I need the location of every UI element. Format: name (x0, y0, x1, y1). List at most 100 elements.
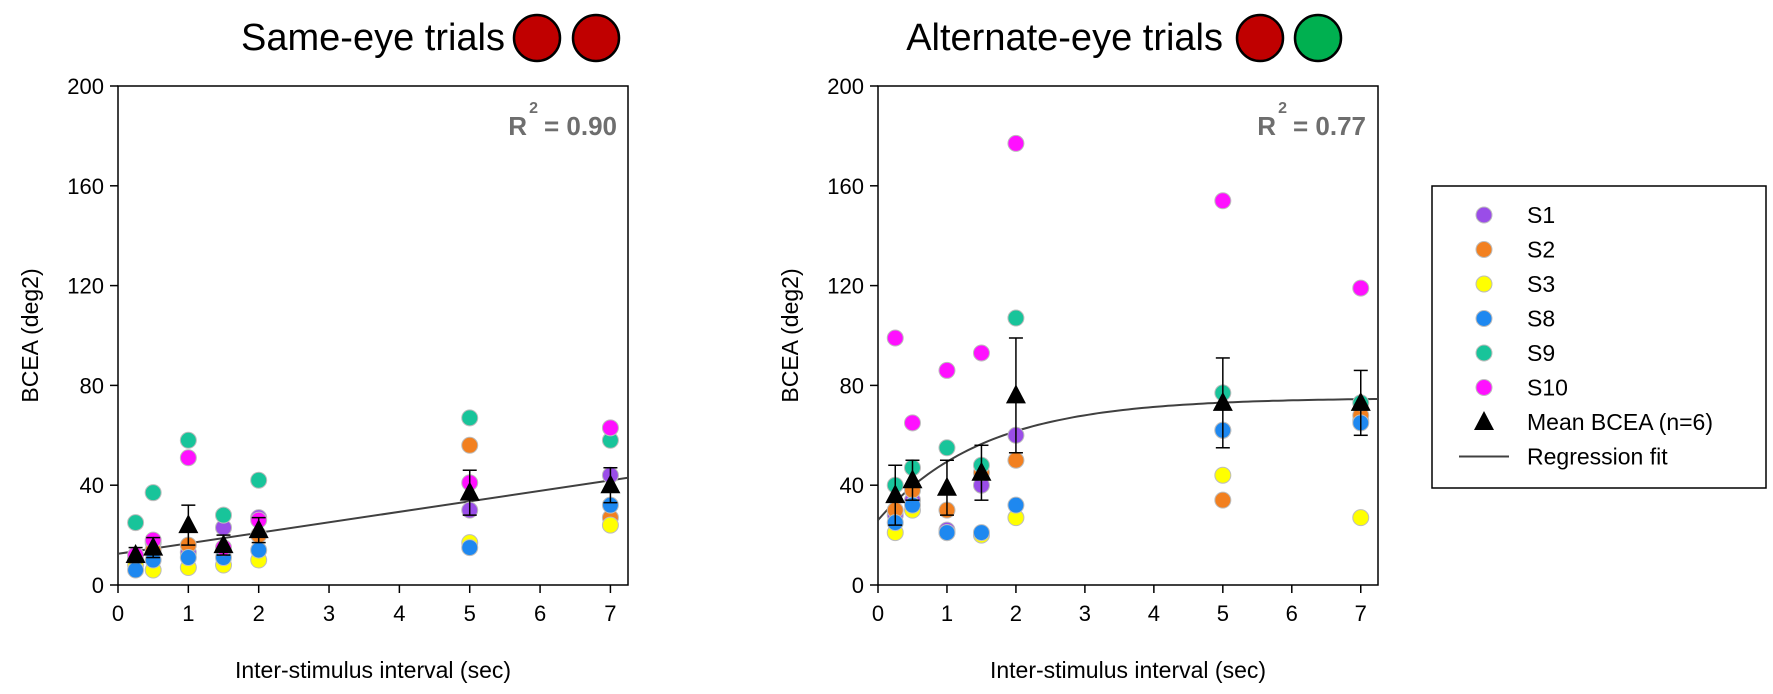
r-squared-number: = 0.77 (1293, 111, 1366, 141)
chart-panel-1: Same-eye trials 0 40 80 120 160 200 0 1 2 3 4 5 6 7 Int… (17, 13, 629, 683)
point-s10 (938, 361, 956, 379)
point-s3 (1352, 509, 1370, 527)
point-s3 (1214, 466, 1232, 484)
x-tick-label: 3 (1079, 601, 1091, 626)
mean-bcea-marker (178, 514, 199, 534)
x-tick-label: 4 (393, 601, 405, 626)
y-tick-label: 80 (80, 373, 104, 398)
point-s9 (127, 514, 145, 532)
y-axis-label: BCEA (deg2) (17, 268, 43, 402)
y-tick-label: 0 (852, 573, 864, 598)
point-s8 (179, 549, 197, 567)
point-s3 (601, 516, 619, 534)
legend-label: S3 (1527, 271, 1555, 297)
chart-title: Alternate-eye trials (906, 17, 1223, 59)
legend-label: S1 (1527, 202, 1555, 228)
r-squared-superscript: 2 (1278, 100, 1287, 117)
point-s9 (938, 439, 956, 457)
title-marker-1 (512, 13, 562, 63)
point-s10 (903, 414, 921, 432)
chart-title: Same-eye trials (241, 17, 505, 59)
point-s2 (1214, 491, 1232, 509)
point-s8 (461, 539, 479, 557)
y-tick-label: 200 (67, 74, 104, 99)
legend-swatch-s10 (1475, 379, 1493, 396)
point-s8 (938, 524, 956, 542)
legend-swatch-s9 (1475, 344, 1493, 362)
point-s8 (250, 541, 268, 559)
point-s9 (144, 484, 162, 502)
point-s10 (972, 344, 990, 362)
x-tick-label: 7 (604, 601, 616, 626)
mean-bcea-marker (248, 519, 269, 539)
r-squared-value: R2 = 0.77 (1257, 100, 1366, 141)
x-tick-label: 7 (1355, 601, 1367, 626)
x-tick-label: 2 (253, 601, 265, 626)
point-s8 (972, 524, 990, 542)
mean-bcea-marker (125, 544, 146, 564)
mean-bcea-marker (600, 474, 621, 494)
x-axis-label: Inter-stimulus interval (sec) (990, 657, 1266, 683)
x-tick-label: 3 (323, 601, 335, 626)
point-s2 (461, 436, 479, 454)
regression-fit-line (878, 398, 1378, 521)
mean-bcea-marker (885, 484, 906, 504)
plot-frame (117, 85, 629, 586)
mean-bcea-marker (1350, 391, 1371, 411)
r-squared-symbol: R (508, 111, 527, 141)
point-s10 (179, 449, 197, 467)
legend-label: S9 (1527, 340, 1555, 366)
y-tick-label: 40 (840, 473, 864, 498)
legend-swatch-s2 (1475, 241, 1493, 258)
x-tick-label: 4 (1148, 601, 1160, 626)
x-tick-label: 1 (941, 601, 953, 626)
mean-bcea-marker (143, 536, 164, 556)
r-squared-symbol: R (1257, 111, 1276, 141)
plot-frame (877, 85, 1379, 586)
legend-swatch-s8 (1475, 310, 1493, 327)
y-tick-label: 120 (827, 274, 864, 299)
y-tick-label: 160 (827, 174, 864, 199)
y-tick-label: 40 (80, 473, 104, 498)
title-marker-1 (1235, 13, 1285, 63)
x-tick-label: 0 (112, 601, 124, 626)
title-marker-2 (1293, 13, 1343, 63)
legend-box (1431, 185, 1767, 489)
legend-swatch-mean (1474, 411, 1494, 430)
y-tick-label: 200 (827, 74, 864, 99)
y-tick-label: 80 (840, 373, 864, 398)
legend-label: Mean BCEA (n=6) (1527, 409, 1713, 435)
regression-fit-line (118, 476, 628, 555)
point-s9 (461, 409, 479, 427)
point-s10 (886, 329, 904, 347)
x-tick-label: 5 (464, 601, 476, 626)
mean-bcea-marker (1212, 391, 1233, 411)
mean-bcea-marker (902, 469, 923, 489)
legend-label: S10 (1527, 375, 1568, 401)
legend-label: S8 (1527, 306, 1555, 332)
mean-bcea-marker (459, 481, 480, 501)
point-s10 (1007, 134, 1025, 152)
point-s8 (1007, 496, 1025, 514)
legend-swatch-s3 (1475, 275, 1493, 293)
x-axis-label: Inter-stimulus interval (sec) (235, 657, 511, 683)
point-s10 (1352, 279, 1370, 297)
title-marker-2 (571, 13, 621, 63)
x-tick-label: 1 (182, 601, 194, 626)
mean-bcea-marker (936, 476, 957, 496)
legend-label: S2 (1527, 237, 1555, 263)
mean-bcea-marker (1005, 384, 1026, 404)
x-tick-label: 6 (534, 601, 546, 626)
x-tick-label: 0 (872, 601, 884, 626)
point-s9 (215, 506, 233, 524)
chart-panel-2: Alternate-eye trials 0 40 80 120 160 200 0 1 2 3 4 5… (777, 13, 1379, 683)
point-s2 (1007, 451, 1025, 469)
point-s8 (127, 561, 145, 579)
x-tick-label: 6 (1286, 601, 1298, 626)
point-s9 (179, 431, 197, 449)
legend-swatch-s1 (1475, 206, 1493, 224)
mean-bcea-marker (971, 461, 992, 481)
legend-label: Regression fit (1527, 444, 1668, 470)
r-squared-superscript: 2 (529, 100, 538, 117)
